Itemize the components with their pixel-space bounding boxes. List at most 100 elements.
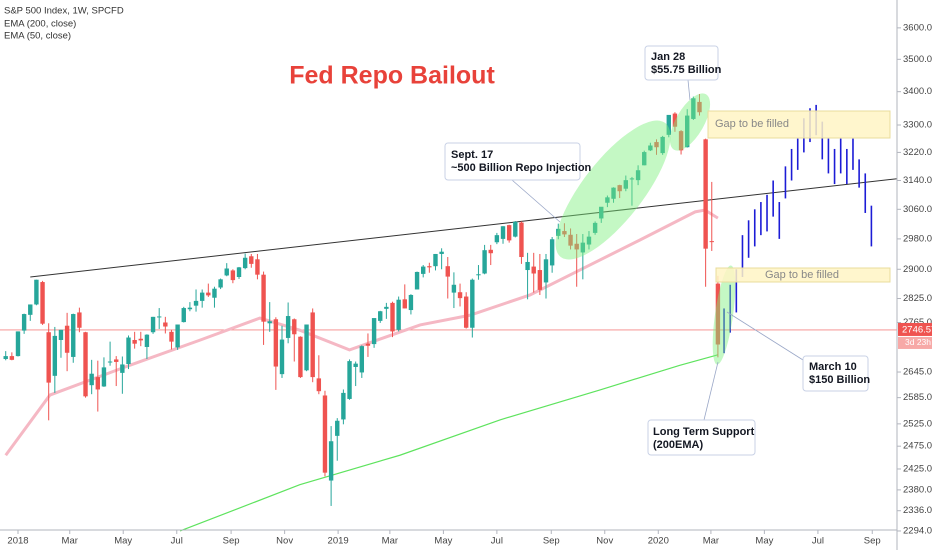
candle-body	[212, 288, 217, 298]
candle-body	[279, 339, 285, 375]
candle-body	[261, 274, 266, 322]
candle-body	[421, 266, 426, 274]
callout-text: Sept. 17	[451, 149, 493, 161]
candle-body	[28, 304, 33, 315]
candle-body	[562, 231, 567, 235]
candle-body	[365, 343, 371, 346]
candle-body	[15, 331, 21, 357]
y-tick-label: 2294.00	[903, 525, 932, 536]
y-tick-label: 2336.00	[903, 505, 932, 516]
candle-body	[144, 334, 150, 347]
candle-body	[396, 299, 401, 330]
candle-body	[285, 316, 291, 338]
callout-text: Long Term Support	[653, 426, 755, 438]
candle-body	[660, 136, 665, 154]
callout-text: Jan 28	[651, 51, 685, 63]
candle-body	[549, 239, 555, 266]
candle-body	[384, 306, 389, 309]
candle-body	[537, 270, 543, 290]
candle-body	[672, 113, 678, 127]
candle-body	[175, 324, 180, 348]
candle-body	[64, 325, 70, 353]
candle-body	[685, 115, 690, 148]
candle-body	[341, 392, 346, 420]
candle-body	[568, 234, 573, 246]
candle-body	[678, 131, 684, 151]
candle-body	[703, 139, 708, 249]
candle-body	[488, 249, 493, 254]
axes: 3600.00 3500.00 3400.00 3300.00 3220.00 3140.…	[7, 22, 932, 547]
candle-body	[193, 300, 199, 306]
candle-body	[230, 270, 236, 281]
callout-text: March 10	[809, 361, 857, 373]
connector	[726, 311, 804, 361]
y-tick-label: 3300.00	[903, 120, 932, 131]
candle-body	[599, 206, 604, 219]
candle-body	[666, 114, 671, 135]
candle-body	[414, 271, 420, 290]
callout	[644, 45, 719, 81]
x-tick-label: Mar	[382, 536, 398, 547]
candle-body	[592, 222, 598, 233]
candle-body	[298, 336, 303, 378]
candle-body	[390, 302, 395, 332]
candle-body	[378, 311, 383, 321]
candle-body	[316, 378, 322, 392]
candle-body	[52, 335, 58, 376]
x-tick-label: Jul	[491, 536, 503, 547]
callout-text: (200EMA)	[653, 439, 703, 451]
candle-body	[709, 241, 714, 243]
y-tick-label: 2825.00	[903, 293, 932, 304]
candle-body	[463, 296, 469, 328]
y-tick-label: 2425.00	[903, 463, 932, 474]
candle-body	[648, 145, 653, 151]
candle-body	[46, 332, 51, 383]
legend-entry: EMA (50, close)	[4, 31, 71, 42]
x-tick-label: Nov	[596, 536, 613, 547]
candle-body	[77, 312, 82, 328]
y-tick-label: 2585.00	[903, 392, 932, 403]
countdown-label: 3d 23h	[905, 337, 931, 347]
candle-body	[433, 253, 438, 267]
candle-body	[408, 294, 414, 311]
candle-body	[335, 420, 340, 436]
candle-body	[697, 101, 702, 113]
candle-body	[580, 242, 586, 253]
callout	[444, 142, 581, 181]
symbol-label: S&P 500 Index, 1W, SPCFD	[4, 6, 124, 17]
chart-title: Fed Repo Bailout	[289, 62, 495, 90]
candle-body	[9, 356, 15, 360]
y-tick-label: 3060.00	[903, 204, 932, 215]
x-tick-label: 2019	[328, 536, 349, 547]
highlight	[669, 93, 711, 151]
candle-body	[543, 259, 549, 283]
candle-body	[457, 292, 463, 299]
candle-body	[58, 329, 64, 340]
gap-box	[715, 267, 891, 283]
candle-body	[273, 319, 279, 367]
y-tick-label: 3400.00	[903, 86, 932, 97]
candle-body	[71, 314, 76, 357]
candle-body	[224, 268, 229, 276]
candle-body	[187, 307, 193, 310]
x-tick-label: May	[114, 536, 132, 547]
candle-body	[328, 441, 334, 481]
callout-text: $55.75 Billion	[651, 64, 722, 76]
candle-body	[126, 337, 131, 365]
candle-body	[34, 279, 39, 305]
gap-label: Gap to be filled	[715, 118, 789, 130]
y-tick-label: 2645.00	[903, 367, 932, 378]
candle-body	[292, 319, 297, 335]
x-tick-label: May	[755, 536, 773, 547]
candle-body	[267, 321, 272, 324]
callout-text: $150 Billion	[809, 374, 870, 386]
candle-body	[427, 266, 432, 268]
candle-body	[310, 312, 315, 378]
candle-body	[623, 180, 629, 189]
candle-body	[138, 338, 143, 341]
candle-body	[556, 228, 561, 236]
price-label-bg	[898, 322, 932, 336]
